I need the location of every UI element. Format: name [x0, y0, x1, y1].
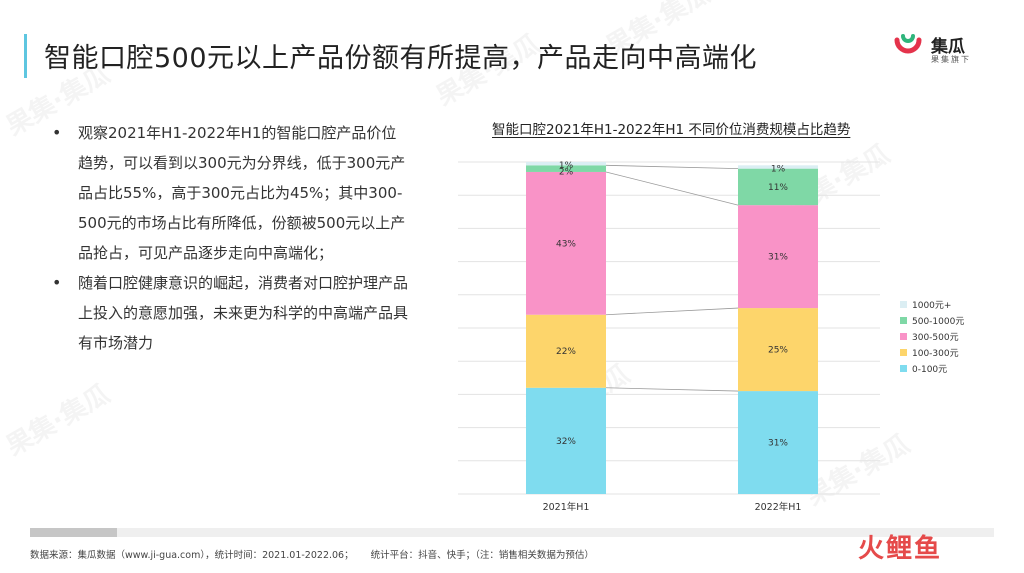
legend-label: 300-500元 [912, 332, 959, 343]
connector-line [605, 307, 739, 316]
legend-label: 0-100元 [912, 364, 948, 375]
data-label: 25% [768, 346, 788, 356]
bar-segment [738, 205, 818, 309]
connector-line [605, 164, 739, 170]
logo-subtitle: 果集旗下 [931, 55, 971, 64]
x-tick-label: 2021年H1 [543, 501, 590, 513]
connector-line [605, 171, 739, 206]
bar-segment [738, 165, 818, 169]
brand-logo: 集瓜 果集旗下 [893, 30, 1013, 70]
bullet-item: 观察2021年H1-2022年H1的智能口腔产品价位趋势，可以看到以300元为分… [50, 118, 410, 268]
footer-platform: 统计平台：抖音、快手；（注：销售相关数据为预估） [370, 550, 594, 561]
legend-swatch [900, 316, 907, 324]
legend-item: 500-1000元 [900, 312, 964, 328]
legend-swatch [900, 300, 907, 308]
chart-legend: 1000元+ 500-1000元 300-500元 100-300元 0-100元 [900, 296, 964, 376]
bar-segment [738, 168, 818, 206]
legend-item: 300-500元 [900, 328, 964, 344]
legend-label: 500-1000元 [912, 316, 965, 327]
insight-bullets: 观察2021年H1-2022年H1的智能口腔产品价位趋势，可以看到以300元为分… [50, 118, 410, 358]
bar-segment [738, 308, 818, 392]
stacked-bar-chart: 32%22%43%2%1%2021年H131%25%31%11%1%2022年H… [458, 161, 880, 513]
bar-segment [526, 314, 606, 388]
legend-label: 100-300元 [912, 348, 959, 359]
data-label: 31% [768, 439, 788, 449]
data-label: 31% [768, 253, 788, 263]
footer-source: 数据来源：集瓜数据（www.ji-gua.com），统计时间：2021.01-2… [30, 550, 354, 561]
legend-swatch [900, 364, 907, 372]
brand-badge: 火鲤鱼 [858, 534, 943, 564]
data-label: 11% [768, 183, 788, 193]
connector-line [605, 387, 739, 392]
legend-item: 1000元+ [900, 296, 964, 312]
data-label: 43% [556, 239, 576, 249]
data-label: 32% [556, 437, 576, 447]
footer: 数据来源：集瓜数据（www.ji-gua.com），统计时间：2021.01-2… [30, 547, 608, 561]
bar-segment [526, 171, 606, 315]
title-accent-bar [24, 34, 27, 78]
data-label: 2% [559, 168, 574, 178]
page-title: 智能口腔500元以上产品份额有所提高，产品走向中高端化 [44, 43, 758, 74]
data-label: 1% [559, 161, 574, 171]
legend-item: 0-100元 [900, 360, 964, 376]
progress-fill [30, 528, 117, 537]
page-progress-bar [30, 528, 994, 537]
logo-name: 集瓜 [931, 37, 965, 57]
data-label: 1% [771, 164, 786, 174]
bar-segment [526, 387, 606, 494]
bullet-item: 随着口腔健康意识的崛起，消费者对口腔护理产品上投入的意愿加强，未来更为科学的中高… [50, 268, 410, 358]
legend-swatch [900, 332, 907, 340]
x-tick-label: 2022年H1 [755, 501, 802, 513]
legend-item: 100-300元 [900, 344, 964, 360]
legend-swatch [900, 348, 907, 356]
chart-title: 智能口腔2021年H1-2022年H1 不同价位消费规模占比趋势 [492, 122, 851, 138]
bar-segment [738, 391, 818, 494]
bar-segment [526, 162, 606, 166]
watermark: 果集·集瓜 [0, 374, 116, 463]
legend-label: 1000元+ [912, 300, 952, 311]
data-label: 22% [556, 347, 576, 357]
jigua-logo-icon [894, 34, 922, 54]
bar-segment [526, 165, 606, 172]
